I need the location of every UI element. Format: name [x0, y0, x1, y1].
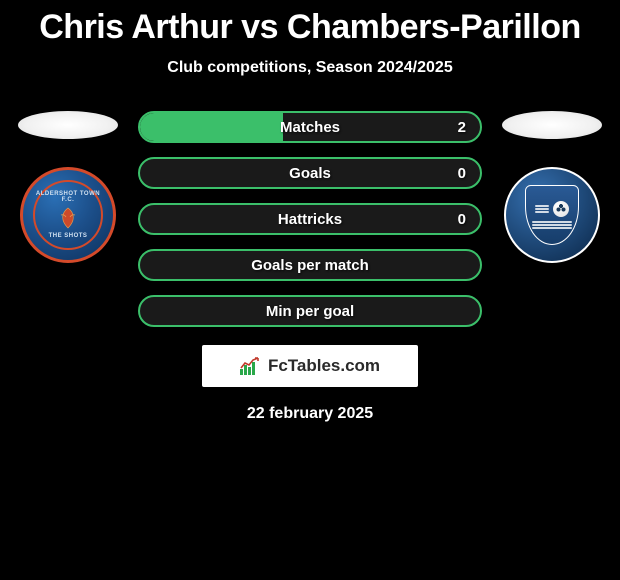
left-player-column: ALDERSHOT TOWN F.C. THE SHOTS — [18, 107, 118, 263]
stat-bar: Hattricks 0 — [138, 203, 482, 235]
football-icon — [553, 201, 569, 217]
stat-value: 0 — [458, 211, 466, 228]
main-row: ALDERSHOT TOWN F.C. THE SHOTS Matches 2 Go… — [0, 107, 620, 327]
stat-value: 2 — [458, 119, 466, 136]
page-subtitle: Club competitions, Season 2024/2025 — [0, 59, 620, 77]
right-player-column — [502, 107, 602, 263]
fctables-logo-icon — [240, 357, 262, 375]
stat-label: Goals per match — [251, 257, 369, 274]
stat-bar: Goals 0 — [138, 157, 482, 189]
stat-bar: Matches 2 — [138, 111, 482, 143]
branding-text: FcTables.com — [268, 356, 380, 376]
stat-label: Matches — [280, 119, 340, 136]
phoenix-icon — [55, 205, 81, 231]
stat-value: 0 — [458, 165, 466, 182]
stats-column: Matches 2 Goals 0 Hattricks 0 Goals per match M… — [138, 107, 482, 327]
left-club-badge-inner: ALDERSHOT TOWN F.C. THE SHOTS — [33, 180, 103, 250]
stat-label: Min per goal — [266, 303, 354, 320]
left-club-badge: ALDERSHOT TOWN F.C. THE SHOTS — [20, 167, 116, 263]
right-player-avatar-placeholder — [502, 111, 602, 139]
right-club-badge — [504, 167, 600, 263]
stat-bar: Min per goal — [138, 295, 482, 327]
left-badge-bottom-text: THE SHOTS — [49, 233, 88, 239]
right-club-badge-inner — [512, 175, 592, 255]
footer-date: 22 february 2025 — [0, 405, 620, 423]
shield-icon — [525, 185, 579, 245]
branding-box: FcTables.com — [202, 345, 418, 387]
left-player-avatar-placeholder — [18, 111, 118, 139]
page-title: Chris Arthur vs Chambers-Parillon — [0, 8, 620, 47]
stat-label: Hattricks — [278, 211, 342, 228]
left-badge-top-text: ALDERSHOT TOWN F.C. — [35, 191, 101, 203]
stat-label: Goals — [289, 165, 331, 182]
stat-bar: Goals per match — [138, 249, 482, 281]
stat-bar-fill — [140, 113, 283, 141]
infographic-root: Chris Arthur vs Chambers-Parillon Club c… — [0, 0, 620, 423]
